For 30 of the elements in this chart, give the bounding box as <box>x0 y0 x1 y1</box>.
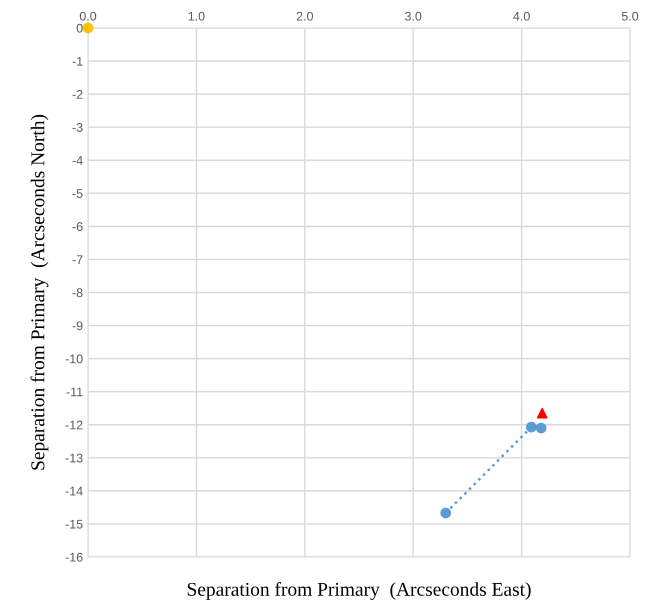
y-tick-label: -10 <box>66 354 83 364</box>
y-tick-label: -1 <box>72 56 83 66</box>
point <box>526 422 537 432</box>
y-tick-label: -4 <box>72 156 83 165</box>
y-tick-label: -12 <box>66 420 83 430</box>
y-tick-label: -7 <box>72 255 83 264</box>
y-tick-label: -13 <box>66 454 83 462</box>
x-tick-label: 4.0 <box>513 12 530 21</box>
y-tick-label: -2 <box>72 90 83 99</box>
y-tick-label: -6 <box>72 222 83 232</box>
x-tick-label: 1.0 <box>188 12 205 21</box>
point <box>536 422 546 434</box>
y-tick-label: -15 <box>66 520 83 529</box>
y-tick-label: -14 <box>66 486 83 496</box>
x-axis-title: Separation from Primary (Arcseconds East) <box>188 582 531 600</box>
point <box>440 508 452 518</box>
x-tick-label: 5.0 <box>622 12 638 21</box>
y-tick-label: 0 <box>76 24 83 33</box>
point <box>82 22 94 34</box>
y-tick-label: -16 <box>66 552 83 562</box>
y-axis-title: Separation from Primary (Arcseconds North) <box>30 114 48 470</box>
y-tick-label: -8 <box>72 288 83 298</box>
y-tick-label: -9 <box>72 321 83 330</box>
y-tick-label: -5 <box>72 189 83 198</box>
x-tick-label: 3.0 <box>404 12 422 21</box>
point <box>536 408 548 419</box>
y-tick-label: -11 <box>66 388 83 396</box>
x-tick-label: 2.0 <box>296 12 313 21</box>
y-tick-label: -3 <box>72 122 83 132</box>
x-tick-label: 0.0 <box>80 12 96 21</box>
